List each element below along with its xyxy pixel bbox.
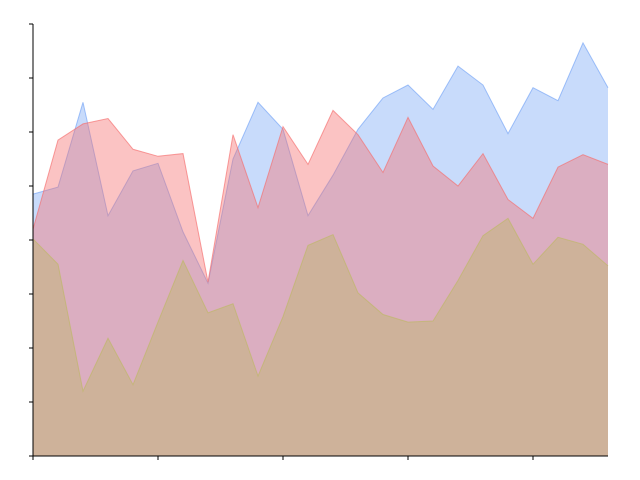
area-series-group <box>32 41 609 457</box>
area-series-1-edge <box>32 41 609 285</box>
area-series-3-edge <box>32 217 609 393</box>
area-series-3 <box>33 218 608 456</box>
area-series-1 <box>33 42 608 457</box>
area-series-2 <box>33 110 608 457</box>
axis-ticks <box>29 23 534 460</box>
area-series-2-edge <box>32 109 609 283</box>
